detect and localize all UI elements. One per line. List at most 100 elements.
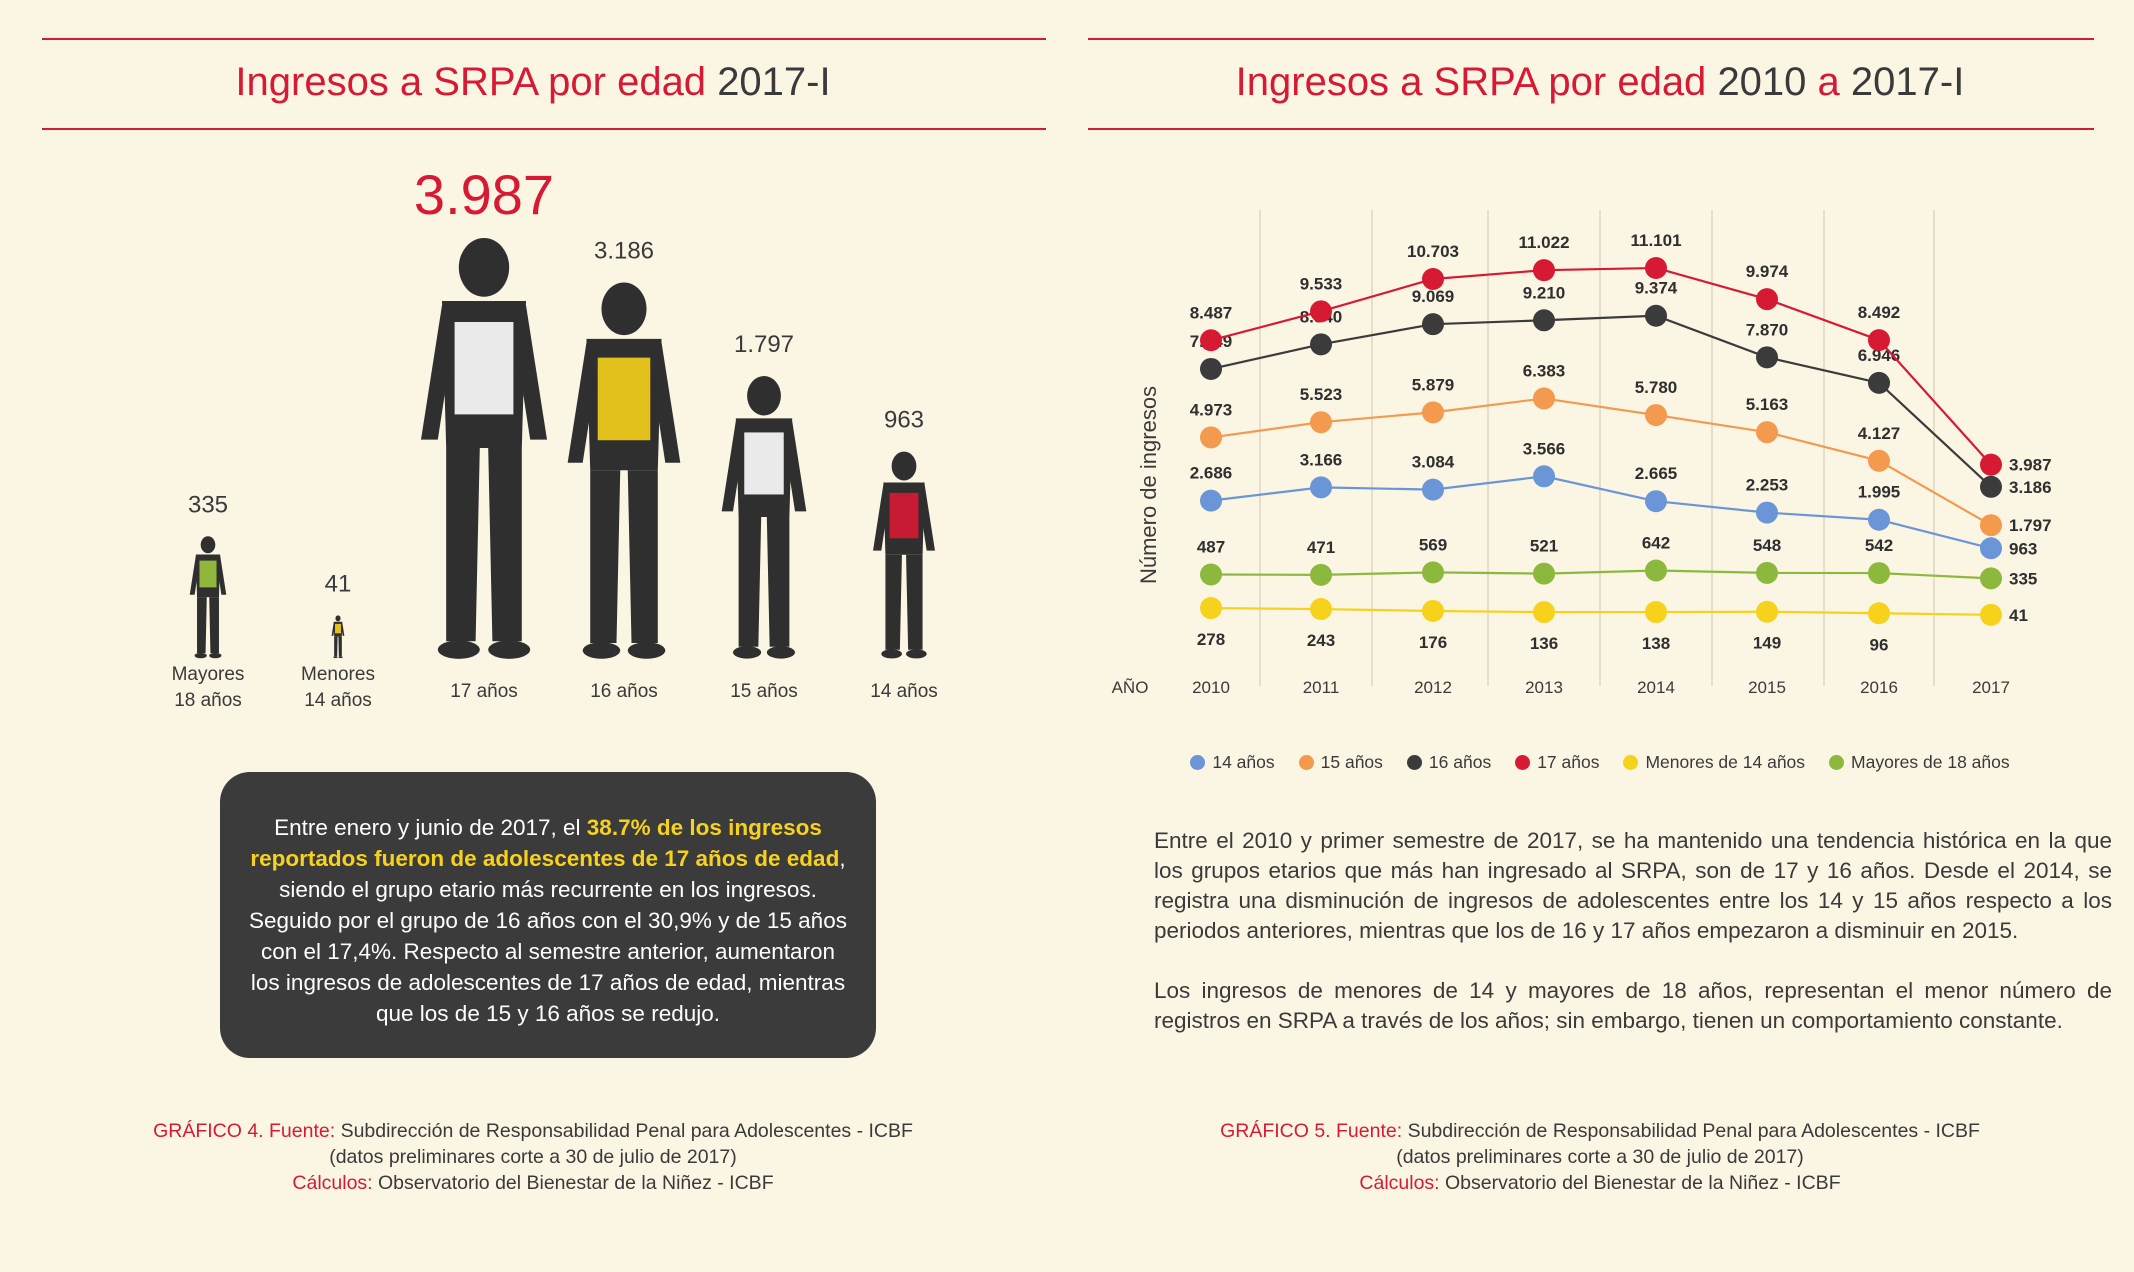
person-figure <box>721 376 807 659</box>
data-label: 11.101 <box>1630 231 1681 250</box>
legend-swatch <box>1298 755 1314 770</box>
series-line <box>1210 606 1992 616</box>
x-tick-label: 2017 <box>1972 678 2010 697</box>
data-label: 335 <box>2009 569 2037 588</box>
legend-swatch <box>1515 755 1531 770</box>
data-point <box>1756 421 1778 444</box>
data-label: 149 <box>1753 634 1781 653</box>
data-label: 9.210 <box>1523 283 1566 302</box>
data-label: 3.084 <box>1412 453 1455 472</box>
legend-item: Mayores de 18 años <box>1829 752 2010 773</box>
data-point <box>1310 411 1332 434</box>
data-label: 5.523 <box>1300 385 1343 404</box>
top-rule <box>1088 38 2094 40</box>
category-label: 16 años <box>590 681 658 702</box>
data-label: 3.166 <box>1300 450 1343 469</box>
series-15-años: 4.973 5.523 5.879 6.383 5.780 5.163 4.127 1.797 <box>1190 361 2052 537</box>
data-point <box>1980 453 2002 476</box>
data-point <box>1422 268 1444 291</box>
legend-label: 14 años <box>1212 752 1275 772</box>
x-tick-label: 2013 <box>1525 678 1563 697</box>
note-text-before: Entre enero y junio de 2017, el <box>274 815 587 840</box>
chart-legend: 14 años 15 años 16 años 17 años Menores de 1… <box>1066 752 2134 773</box>
series-line <box>1210 475 1992 550</box>
series-14-años: 2.686 3.166 3.084 3.566 2.665 2.253 1.995 963 <box>1190 439 2037 560</box>
data-label: 548 <box>1753 536 1781 555</box>
data-label: 3.566 <box>1523 439 1566 458</box>
person-figure <box>189 536 227 659</box>
bottom-rule <box>1088 128 2094 130</box>
data-label: 278 <box>1197 630 1225 649</box>
data-point <box>1533 465 1555 488</box>
data-point <box>1645 490 1667 513</box>
data-label: 5.780 <box>1635 378 1678 397</box>
series-line <box>1210 397 1992 527</box>
value-label: 3.987 <box>414 163 554 226</box>
data-label: 9.974 <box>1746 262 1789 281</box>
data-label: 11.022 <box>1518 233 1569 252</box>
source-caption: GRÁFICO 5. Fuente: Subdirección de Respo… <box>1066 1118 2134 1196</box>
title-connector: a <box>1817 60 1840 104</box>
data-label: 542 <box>1865 536 1893 555</box>
data-point <box>1645 559 1667 582</box>
x-tick-label: 2015 <box>1748 678 1786 697</box>
legend-label: 15 años <box>1320 752 1383 772</box>
title-end-period: 2017-I <box>1850 60 1965 104</box>
legend-item: 15 años <box>1298 752 1383 773</box>
data-label: 10.703 <box>1407 242 1459 261</box>
series-menores-de-14-años: 278 243 176 136 138 149 96 41 <box>1197 597 2028 654</box>
data-point <box>1200 426 1222 449</box>
source-label: GRÁFICO 5. Fuente: <box>1220 1120 1403 1142</box>
chart-title: Ingresos a SRPA por edad 2010 a 2017-I <box>1066 60 2134 105</box>
data-point <box>1310 333 1332 356</box>
category-label: Mayores <box>172 664 245 685</box>
data-label: 7.870 <box>1746 320 1789 339</box>
data-label: 471 <box>1307 538 1335 557</box>
title-period: 2017-I <box>717 60 831 104</box>
data-point <box>1310 563 1332 586</box>
data-point <box>1533 259 1555 282</box>
value-label: 963 <box>884 407 924 434</box>
data-point <box>1533 562 1555 585</box>
data-label: 3.186 <box>2009 478 2052 497</box>
person-figure <box>873 451 935 659</box>
series-17-años: 8.487 9.533 10.703 11.022 11.101 9.974 8.492 3.… <box>1190 231 2052 476</box>
data-point <box>1868 602 1890 625</box>
data-label: 138 <box>1642 634 1670 653</box>
data-label: 963 <box>2009 539 2037 558</box>
legend-label: Menores de 14 años <box>1645 752 1806 772</box>
data-point <box>1980 603 2002 626</box>
title-red: Ingresos a SRPA por edad <box>235 60 707 104</box>
value-label: 3.186 <box>594 238 654 265</box>
data-label: 136 <box>1530 634 1558 653</box>
bottom-rule <box>42 128 1046 130</box>
legend-item: 14 años <box>1190 752 1275 773</box>
data-label: 4.973 <box>1190 400 1233 419</box>
data-label: 5.879 <box>1412 375 1455 394</box>
data-point <box>1422 561 1444 584</box>
legend-item: Menores de 14 años <box>1623 752 1805 773</box>
line-chart: Número de ingresos AÑO 2010 2011 2012 2013 201… <box>1112 210 2052 697</box>
data-point <box>1756 501 1778 524</box>
data-point <box>1756 288 1778 311</box>
data-label: 6.383 <box>1523 361 1566 380</box>
source-caption: GRÁFICO 4. Fuente: Subdirección de Respo… <box>0 1118 1066 1196</box>
legend-label: 16 años <box>1428 752 1492 772</box>
source-date-note: (datos preliminares corte a 30 de julio … <box>329 1146 737 1168</box>
data-label: 8.487 <box>1190 303 1233 322</box>
series-line <box>1210 569 1992 580</box>
x-tick-label: 2012 <box>1414 678 1452 697</box>
series-line <box>1210 314 1992 488</box>
calc-text: Observatorio del Bienestar de la Niñez -… <box>1445 1172 1841 1194</box>
left-panel: Ingresos a SRPA por edad 2017-I 335 Mayor… <box>0 0 1066 1272</box>
analysis-text: Entre el 2010 y primer semestre de 2017,… <box>1154 826 2112 1066</box>
data-label: 487 <box>1197 537 1225 556</box>
data-point <box>1310 476 1332 499</box>
data-point <box>1756 346 1778 369</box>
title-red: Ingresos a SRPA por edad <box>1235 60 1707 104</box>
data-label: 8.492 <box>1858 303 1901 322</box>
legend-label: Mayores de 18 años <box>1851 752 2010 772</box>
value-label: 1.797 <box>734 331 794 358</box>
data-point <box>1533 601 1555 624</box>
